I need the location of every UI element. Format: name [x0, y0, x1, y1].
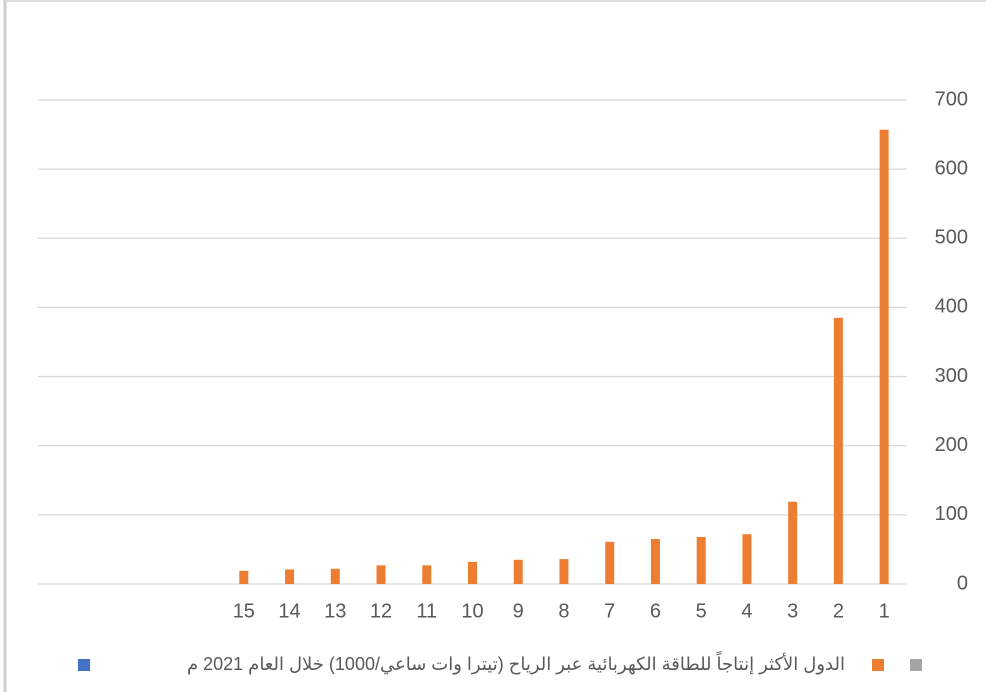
y-tick-label: 600: [935, 157, 968, 179]
bar: [650, 539, 660, 584]
bar: [742, 534, 752, 584]
bar: [468, 561, 477, 584]
y-tick-label: 300: [935, 365, 968, 387]
x-tick-label: 2: [833, 600, 844, 622]
x-tick-label: 3: [787, 600, 798, 622]
bar: [239, 570, 249, 584]
bar: [422, 565, 432, 584]
y-tick-label: 700: [935, 88, 968, 110]
x-tick-label: 8: [558, 600, 569, 622]
x-tick-label: 6: [650, 600, 661, 622]
x-tick-label: 4: [741, 600, 752, 622]
legend-label: الدول الأكثر إنتاجاً للطاقة الكهربائية ع…: [187, 651, 845, 675]
bar: [330, 568, 340, 584]
bar: [285, 569, 295, 584]
y-tick-label: 200: [935, 434, 968, 456]
bar: [788, 501, 798, 584]
x-tick-label: 12: [370, 600, 392, 622]
x-tick-label: 11: [416, 600, 437, 622]
bar: [879, 129, 889, 584]
legend-swatch-blue: [78, 659, 90, 671]
y-tick-label: 0: [957, 572, 968, 594]
bar: [559, 559, 569, 584]
y-tick-label: 400: [935, 296, 968, 318]
x-tick-label: 5: [696, 600, 707, 622]
bar: [376, 565, 386, 584]
bar: [605, 541, 615, 584]
legend-swatch: [872, 659, 884, 671]
x-tick-label: 7: [604, 600, 615, 622]
bar: [696, 536, 706, 584]
legend-swatch-gray: [910, 659, 922, 671]
x-tick-label: 14: [278, 600, 300, 622]
x-tick-label: 13: [324, 600, 346, 622]
bar: [513, 559, 523, 584]
x-tick-label: 9: [513, 600, 524, 622]
x-tick-label: 1: [879, 600, 890, 622]
y-tick-label: 500: [935, 227, 968, 249]
bar: [833, 317, 843, 584]
y-tick-label: 100: [935, 503, 968, 525]
x-tick-label: 10: [461, 600, 483, 622]
x-tick-label: 15: [233, 600, 255, 622]
